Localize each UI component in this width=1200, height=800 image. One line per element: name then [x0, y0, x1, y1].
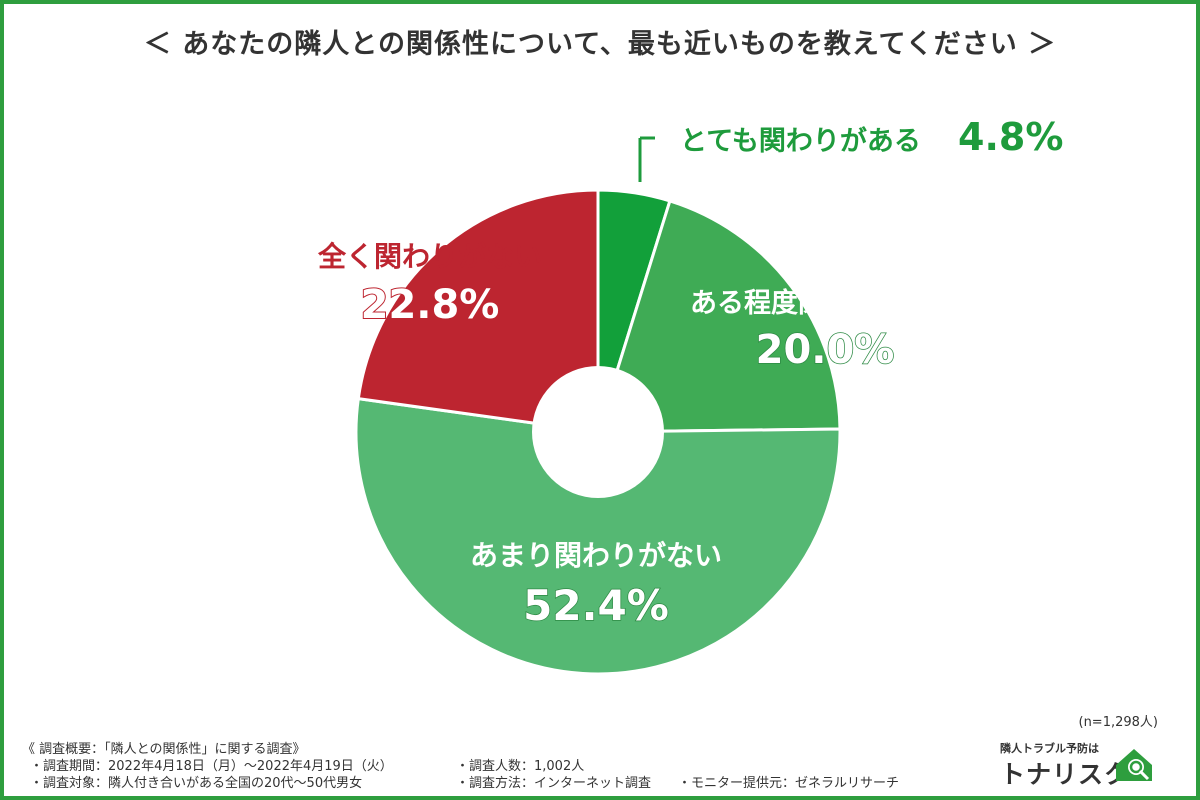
slice-label-3: 全く関わりがない	[317, 240, 542, 273]
donut-slice-3	[356, 188, 600, 434]
sample-size: (n=1,298人)	[1078, 715, 1159, 730]
donut-hole	[532, 366, 664, 498]
survey-header: 《 調査概要：「隣人との関係性」に関する調査》	[22, 742, 306, 757]
survey-target: ・調査対象：隣人付き合いがある全国の20代～50代男女	[30, 776, 363, 791]
brand-logo: 隣人トラブル予防は トナリスク	[1000, 735, 1170, 789]
survey-count: ・調査人数：1,002人	[456, 759, 585, 774]
logo-tagline: 隣人トラブル予防は	[1000, 742, 1099, 755]
slice-value-2: 52.4%	[523, 581, 669, 630]
slice-label-0: とても関わりがある	[680, 125, 921, 157]
slice-label-2: あまり関わりがない	[470, 539, 722, 572]
slice-labels: とても関わりがある 4.8% ある程度関わりがある 20.0% あまり関わりがない 52.…	[317, 115, 1063, 631]
slice-label-1: ある程度関わりがある	[690, 287, 960, 319]
survey-period: ・調査期間：2022年4月18日（月）～2022年4月19日（火）	[30, 759, 393, 774]
chart-title: ＜ あなたの隣人との関係性について、最も近いものを教えてください ＞	[143, 29, 1057, 60]
survey-monitor: ・モニター提供元：ゼネラルリサーチ	[678, 776, 900, 791]
slice-value-1: 20.0%	[756, 327, 895, 373]
donut-slice-2	[354, 396, 842, 676]
logo-name: トナリスク	[1000, 760, 1131, 789]
house-search-icon	[1116, 749, 1152, 781]
survey-method: ・調査方法：インターネット調査	[456, 776, 652, 791]
slice-value-3: 22.8%	[361, 282, 500, 328]
donut-slice-1	[595, 199, 842, 434]
slice-value-0: 4.8%	[958, 115, 1063, 159]
